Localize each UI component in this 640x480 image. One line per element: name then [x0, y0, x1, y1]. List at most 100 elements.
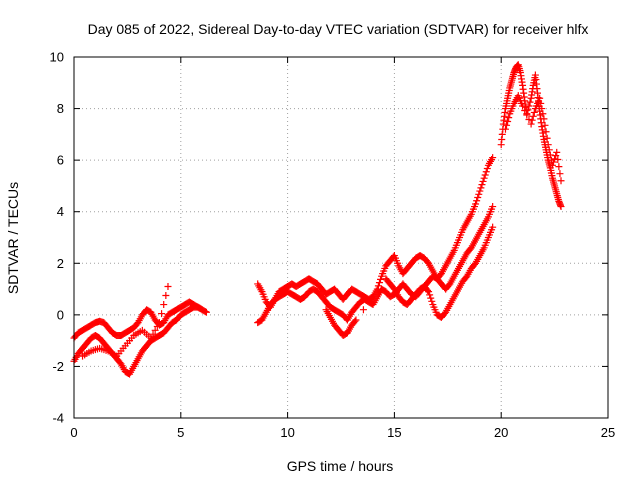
data-point	[160, 301, 168, 309]
data-point	[158, 310, 166, 318]
data-point	[478, 181, 486, 189]
data-point	[489, 154, 497, 162]
data-point	[553, 148, 561, 156]
y-tick-label: 0	[57, 307, 64, 322]
data-point	[525, 102, 533, 110]
data-point	[539, 110, 547, 118]
data-point	[503, 121, 511, 129]
data-point	[552, 152, 560, 160]
y-tick-label: 6	[57, 153, 64, 168]
data-point	[529, 112, 537, 120]
data-point	[481, 171, 489, 179]
data-point	[476, 187, 484, 195]
data-point	[483, 165, 491, 173]
data-point	[501, 125, 509, 133]
y-tick-label: 8	[57, 101, 64, 116]
data-point	[550, 158, 558, 166]
data-point	[548, 161, 556, 169]
data-point	[528, 116, 536, 124]
data-point	[523, 111, 531, 119]
y-tick-label: 10	[50, 50, 64, 65]
data-point	[162, 292, 170, 300]
data-point	[374, 285, 382, 293]
data-point	[472, 200, 480, 208]
data-point	[546, 151, 554, 159]
data-point	[147, 334, 155, 342]
data-point	[551, 155, 559, 163]
series-trace-c	[79, 282, 172, 360]
data-point	[473, 197, 481, 205]
data-point	[527, 120, 535, 128]
data-point	[525, 116, 533, 124]
y-tick-label: 4	[57, 204, 64, 219]
data-point	[351, 317, 359, 325]
data-point	[537, 99, 545, 107]
data-point	[557, 177, 565, 185]
data-point	[359, 306, 367, 314]
data-point	[375, 279, 383, 287]
data-point	[479, 177, 487, 185]
tick-labels: 0 5 10 15 20 25 -4 -2 0 2 4 6 8 10	[50, 50, 616, 441]
data-point	[556, 170, 564, 178]
data-point	[202, 308, 210, 316]
data-point	[153, 322, 161, 330]
data-point	[530, 108, 538, 116]
data-point	[524, 106, 532, 114]
data-point	[545, 146, 553, 154]
series-trace-h	[501, 92, 565, 185]
data-point	[424, 286, 432, 294]
data-point	[480, 174, 488, 182]
data-point	[526, 98, 534, 106]
data-point	[149, 330, 157, 338]
data-point	[367, 295, 375, 303]
data-point	[538, 105, 546, 113]
y-tick-label: 2	[57, 256, 64, 271]
data-point	[557, 203, 565, 211]
x-tick-label: 0	[70, 425, 77, 440]
data-point	[540, 115, 548, 123]
x-tick-label: 20	[494, 425, 508, 440]
data-point	[377, 275, 385, 283]
series-trace-f	[322, 223, 497, 339]
data-point	[151, 326, 159, 334]
y-axis-label: SDTVAR / TECUs	[5, 182, 21, 294]
x-tick-label: 5	[177, 425, 184, 440]
y-tick-label: -4	[52, 411, 64, 426]
y-tick-label: -2	[52, 359, 64, 374]
plot-frame	[73, 56, 609, 419]
x-tick-label: 15	[387, 425, 401, 440]
x-axis-label: GPS time / hours	[287, 458, 394, 474]
data-point	[521, 107, 529, 115]
data-point	[428, 297, 436, 305]
data-point	[197, 305, 205, 313]
data-point	[198, 306, 206, 314]
data-point	[536, 94, 544, 102]
data-point	[489, 223, 497, 231]
data-point	[544, 141, 552, 149]
x-tick-label: 10	[280, 425, 294, 440]
axis-ticks	[73, 56, 609, 419]
data-point	[519, 102, 527, 110]
data-point	[541, 121, 549, 129]
data-point	[425, 288, 433, 296]
data-point	[475, 190, 483, 198]
data-point	[155, 319, 163, 327]
series-trace-d	[254, 154, 497, 311]
data-points	[70, 61, 565, 378]
data-point	[504, 117, 512, 125]
data-point	[542, 128, 550, 136]
chart-title: Day 085 of 2022, Sidereal Day-to-day VTE…	[88, 21, 589, 37]
x-tick-label: 25	[601, 425, 615, 440]
data-point	[426, 291, 434, 299]
data-point	[489, 203, 497, 211]
data-point	[482, 168, 490, 176]
data-point	[477, 184, 485, 192]
data-point	[474, 194, 482, 202]
data-point	[505, 114, 513, 122]
data-point	[164, 282, 172, 290]
grid	[74, 57, 608, 418]
data-point	[554, 155, 562, 163]
data-point	[543, 134, 551, 142]
